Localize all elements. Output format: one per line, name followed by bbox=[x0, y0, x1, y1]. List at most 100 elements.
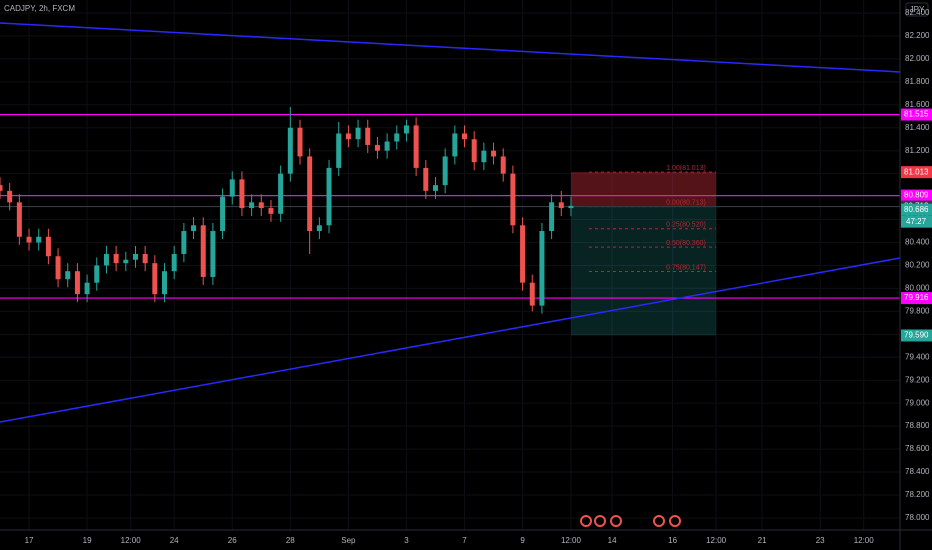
level-label: 0.75(80.147) bbox=[666, 264, 706, 271]
x-tick-label: 14 bbox=[608, 536, 617, 545]
y-tick-label: 82.000 bbox=[905, 54, 930, 63]
candle-body bbox=[539, 231, 545, 306]
unit-label: JPY bbox=[910, 5, 925, 14]
candle-body bbox=[162, 271, 168, 295]
candle-body bbox=[365, 127, 371, 145]
candle-body bbox=[452, 133, 458, 157]
countdown-tag bbox=[901, 215, 932, 228]
candle-body bbox=[7, 190, 13, 203]
y-tick-label: 80.000 bbox=[905, 284, 930, 293]
level-label: 0.25(80.520) bbox=[666, 222, 706, 229]
price-tag bbox=[901, 166, 932, 179]
candle-body bbox=[55, 256, 61, 280]
candle-body bbox=[142, 253, 148, 264]
x-tick-label: 17 bbox=[25, 536, 34, 545]
trend-line bbox=[0, 257, 901, 423]
candle-body bbox=[220, 196, 226, 232]
y-tick-label: 78.600 bbox=[905, 444, 930, 453]
stop-zone bbox=[570, 172, 717, 207]
candle-body bbox=[345, 133, 351, 140]
level-label: 0.50(80.360) bbox=[666, 240, 706, 247]
symbol-title: CADJPY, 2h, FXCM bbox=[4, 4, 75, 13]
candle-body bbox=[239, 179, 245, 209]
price-tag bbox=[901, 108, 932, 121]
candle-body bbox=[0, 185, 3, 191]
x-tick-label: 7 bbox=[462, 536, 467, 545]
candle-body bbox=[529, 282, 535, 306]
candle-body bbox=[258, 202, 264, 209]
level-label: 0.00(80.713) bbox=[666, 199, 706, 206]
candle-body bbox=[491, 150, 497, 157]
x-tick-label: 3 bbox=[404, 536, 409, 545]
y-tick-label: 82.400 bbox=[905, 8, 930, 17]
candle-body bbox=[268, 208, 274, 214]
y-tick-label: 78.800 bbox=[905, 421, 930, 430]
x-tick-label: 16 bbox=[668, 536, 677, 545]
candle-body bbox=[191, 225, 197, 232]
candle-body bbox=[132, 253, 138, 260]
event-icons[interactable] bbox=[580, 515, 681, 527]
candle-body bbox=[394, 133, 400, 142]
candle-body bbox=[171, 253, 177, 272]
candle-body bbox=[413, 125, 419, 168]
candle-body bbox=[123, 259, 129, 264]
candle-body bbox=[442, 156, 448, 186]
candle-body bbox=[45, 236, 51, 257]
candle-body bbox=[549, 202, 555, 232]
x-tick-label: Sep bbox=[341, 536, 356, 545]
countdown-label: 47:27 bbox=[906, 217, 927, 226]
candle-body bbox=[481, 150, 487, 163]
candle-body bbox=[374, 144, 380, 151]
y-tick-label: 80.400 bbox=[905, 238, 930, 247]
candle-body bbox=[36, 236, 42, 243]
x-tick-label: 12:00 bbox=[121, 536, 142, 545]
unit-box[interactable] bbox=[905, 2, 929, 17]
y-tick-label: 79.800 bbox=[905, 306, 930, 315]
price-tag-label: 80.809 bbox=[904, 191, 929, 200]
candle-body bbox=[558, 202, 564, 209]
candle-body bbox=[249, 202, 255, 209]
candle-body bbox=[229, 179, 235, 197]
candle-body bbox=[297, 127, 303, 157]
candle-body bbox=[403, 125, 409, 134]
y-tick-label: 81.200 bbox=[905, 146, 930, 155]
candle-body bbox=[432, 185, 438, 191]
candle-body bbox=[26, 236, 32, 243]
x-tick-label: 12:00 bbox=[854, 536, 875, 545]
y-tick-label: 82.200 bbox=[905, 31, 930, 40]
candle-body bbox=[500, 156, 506, 174]
y-tick-label: 80.200 bbox=[905, 261, 930, 270]
candle-body bbox=[471, 139, 477, 163]
price-tag-label: 79.916 bbox=[904, 293, 929, 302]
y-tick-label: 81.800 bbox=[905, 77, 930, 86]
y-tick-label: 79.000 bbox=[905, 398, 930, 407]
price-tag-label: 79.590 bbox=[904, 331, 929, 340]
candle-body bbox=[200, 225, 206, 277]
y-tick-label: 78.400 bbox=[905, 467, 930, 476]
candle-body bbox=[355, 127, 361, 140]
price-tag bbox=[901, 189, 932, 202]
plot-area: 1.00(81.013) 0.00(80.713) 0.25(80.520) 0.50… bbox=[0, 0, 901, 530]
candle-body bbox=[287, 127, 293, 174]
x-tick-label: 9 bbox=[520, 536, 525, 545]
candle-body bbox=[384, 141, 390, 151]
x-tick-label: 26 bbox=[228, 536, 237, 545]
price-tag-label: 81.013 bbox=[904, 167, 929, 176]
candle-body bbox=[462, 133, 468, 140]
price-tag bbox=[901, 329, 932, 342]
price-tag bbox=[901, 292, 932, 305]
price-tag-label: 81.515 bbox=[904, 110, 929, 119]
candle-body bbox=[326, 167, 332, 226]
candle-body bbox=[210, 231, 216, 277]
y-tick-label: 79.200 bbox=[905, 375, 930, 384]
y-tick-label: 79.400 bbox=[905, 352, 930, 361]
candle-body bbox=[152, 263, 158, 295]
y-tick-label: 78.200 bbox=[905, 490, 930, 499]
candle-body bbox=[278, 173, 284, 214]
x-tick-label: 23 bbox=[816, 536, 825, 545]
y-tick-label: 78.000 bbox=[905, 513, 930, 522]
candle-body bbox=[568, 205, 574, 209]
level-label: 1.00(81.013) bbox=[666, 165, 706, 172]
